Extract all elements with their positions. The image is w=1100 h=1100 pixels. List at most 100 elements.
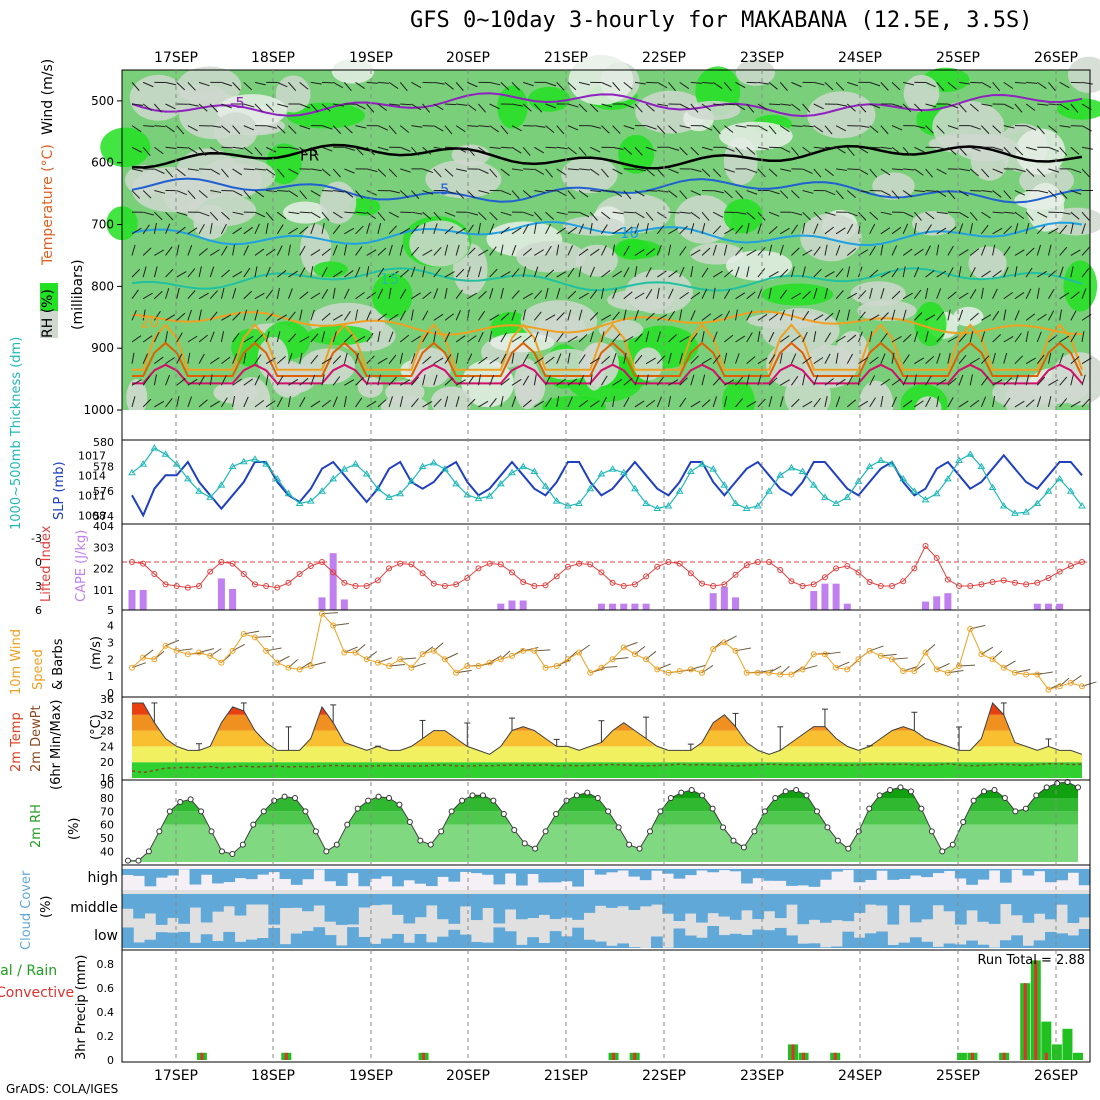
wind-barb (679, 377, 688, 386)
wind-barb (757, 168, 766, 178)
wind-barb (668, 82, 676, 92)
wind-barb (355, 335, 366, 343)
cloud-low-bar (763, 930, 776, 948)
cloud-low-bar (808, 943, 821, 948)
cloud-middle-bar (932, 894, 945, 906)
wind-barb (187, 268, 196, 278)
wind-barb (1014, 266, 1018, 278)
wind-barb (422, 310, 429, 321)
wind-speed-point (643, 656, 650, 663)
wind-barb (422, 103, 431, 113)
wind-barb (634, 103, 643, 113)
wind-barb (791, 81, 802, 88)
lifted-index-point (330, 569, 337, 576)
wind-barb (209, 266, 215, 278)
cape-bar (732, 597, 740, 610)
cloud-high-bar (842, 869, 855, 870)
lifted-index-point (810, 581, 817, 588)
run-total: Run Total = 2.88 (977, 953, 1085, 968)
thickness-point (1022, 508, 1031, 515)
wind-barb (623, 291, 633, 300)
cloud-low-bar (932, 946, 945, 948)
wind-barb (824, 396, 828, 408)
thickness-point (373, 484, 382, 492)
wind-barb (187, 103, 199, 107)
wind-barb (891, 190, 900, 200)
thickness-point (765, 487, 773, 494)
wind-speed-point (620, 644, 627, 651)
thickness-point (821, 493, 829, 500)
wind-barb (713, 190, 725, 194)
cloud-middle-bar (774, 894, 787, 919)
cloud-low-bar (696, 937, 708, 948)
wind-barb (779, 396, 784, 408)
wind-barb (970, 190, 982, 192)
wind-barb (377, 288, 384, 299)
rh-cell (516, 241, 586, 273)
wind-barb (288, 333, 297, 343)
cloud-middle-bar (797, 894, 810, 925)
wind-barb (902, 400, 913, 408)
wind-speed-point (386, 663, 393, 669)
cloud-low-bar (628, 947, 641, 948)
wind-barb (221, 356, 231, 365)
wind-barb (634, 374, 640, 386)
wind-barb (779, 125, 790, 133)
wind-speed-point (251, 634, 258, 641)
wind-barb (656, 376, 665, 386)
wind-barb (220, 245, 228, 256)
wind-barb (746, 168, 758, 174)
wind-barb (858, 211, 867, 221)
wind-barb (779, 244, 784, 256)
cloud-high-bar (763, 869, 776, 881)
lifted-index-point (743, 562, 750, 569)
wind-barb (221, 269, 230, 278)
y-tick-label: 303 (93, 541, 114, 554)
thickness-point (575, 499, 583, 507)
wind-barb (869, 269, 879, 278)
wind-barb (724, 379, 735, 386)
wind-barb (478, 168, 489, 174)
wind-barb (332, 81, 344, 89)
wind-barb (288, 379, 299, 386)
lifted-index-point (296, 571, 303, 577)
wind-barb (634, 266, 638, 278)
thickness-point (273, 474, 282, 482)
wind-barb (802, 374, 806, 386)
y-tick-label: 580 (93, 436, 114, 449)
wind-barb (411, 225, 419, 235)
wind-barb (891, 335, 902, 343)
thickness-point (731, 499, 740, 507)
lifted-index-point (497, 561, 504, 568)
wind-barb (724, 269, 734, 278)
precip-convective-bar (200, 1052, 204, 1060)
wind-barb (232, 378, 242, 386)
lifted-index-point (911, 565, 918, 572)
thickness-point (910, 487, 919, 494)
thickness-point (239, 457, 248, 465)
wind-barb (869, 287, 873, 299)
wind-barb (332, 211, 343, 219)
wind-barb (310, 190, 321, 197)
wind-barb (142, 266, 147, 278)
rh-point (396, 801, 403, 808)
thickness-point (351, 460, 360, 467)
rh-point (814, 808, 821, 815)
rh-point (793, 787, 800, 793)
wind-barb (556, 332, 564, 343)
wind-barb (992, 211, 1004, 214)
wind-barb (142, 103, 153, 112)
wind-barb (265, 222, 269, 234)
wind-barb (668, 190, 678, 198)
temp-band (132, 746, 1082, 763)
wind-barb (232, 312, 241, 321)
wind-barb (601, 355, 610, 365)
lifted-index-point (609, 579, 616, 586)
wind-barb (1014, 400, 1025, 408)
lifted-index-point (799, 583, 806, 589)
cloud-middle-bar (178, 894, 191, 924)
wind-barb (690, 355, 699, 364)
wind-barb (1014, 292, 1025, 300)
lifted-index-point (184, 584, 191, 591)
wind-barb (623, 245, 630, 256)
